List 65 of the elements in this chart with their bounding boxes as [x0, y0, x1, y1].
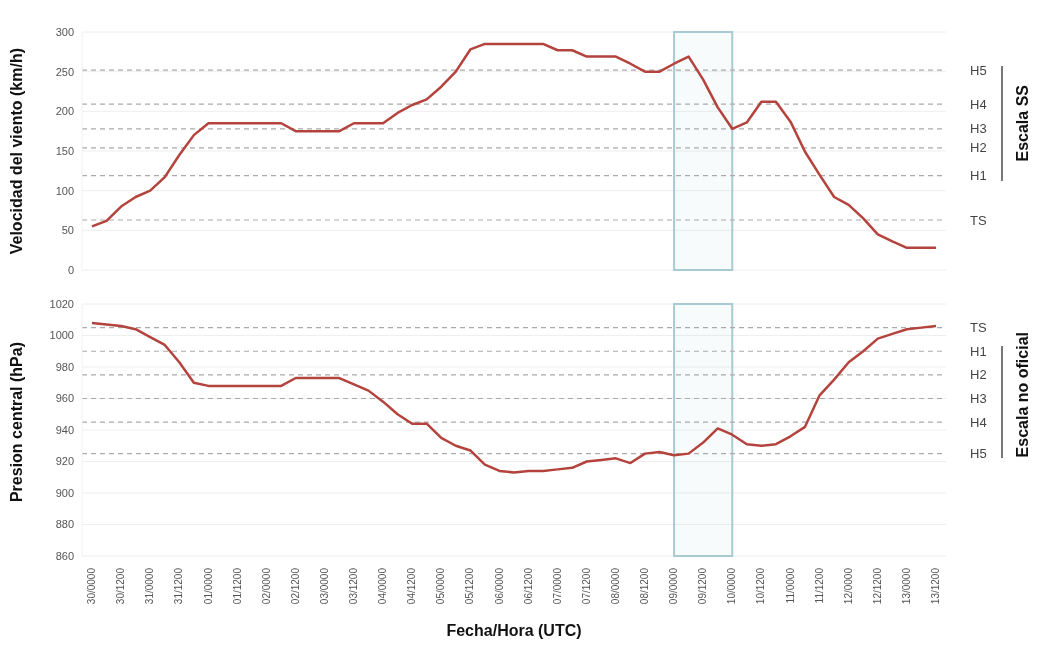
x-tick-label: 09/0000	[668, 567, 680, 605]
x-tick-label: 07/1200	[580, 567, 592, 605]
x-tick-label: 10/0000	[726, 567, 738, 605]
text: Escala SS	[1014, 84, 1032, 162]
x-tick-label: 03/1200	[348, 567, 360, 605]
x-tick-label: 13/0000	[901, 567, 912, 605]
x-tick-label: 09/1200	[697, 567, 709, 605]
y-tick-label: 250	[55, 65, 74, 78]
y-tick-label: 0	[67, 263, 74, 276]
y-tick-label: 900	[55, 486, 74, 499]
ref-line-label: H4	[970, 96, 987, 112]
line-series	[90, 42, 938, 250]
ref-line-label: TS	[970, 320, 987, 336]
ref-line-label: H3	[970, 121, 987, 137]
x-tick-label: 01/0000	[202, 567, 214, 605]
y-tick-label: 880	[55, 518, 74, 531]
ref-line-label: H1	[970, 168, 987, 184]
y-tick-label: 1020	[49, 297, 74, 310]
x-tick-label: 04/0000	[377, 567, 389, 605]
y-tick-label: 940	[55, 423, 74, 436]
ref-line-label: H2	[970, 140, 987, 156]
y-tick-label: 920	[55, 455, 74, 468]
y-tick-label: 300	[55, 25, 74, 38]
text: Escala no oficial	[1014, 331, 1032, 457]
y-tick-label: 960	[55, 392, 74, 405]
x-tick-label: 31/1200	[173, 567, 185, 605]
y-tick-label: 860	[55, 549, 74, 562]
ref-line-label: H2	[970, 367, 987, 383]
x-tick-label: 04/1200	[406, 567, 418, 605]
x-tick-label: 01/1200	[231, 567, 243, 605]
y-tick-label: 100	[55, 184, 74, 197]
x-tick-label: 05/0000	[435, 567, 447, 605]
ref-line-label: TS	[970, 212, 987, 228]
x-tick-label: 06/0000	[493, 567, 505, 605]
x-tick-label: 12/1200	[871, 567, 883, 605]
ref-line-label: H3	[970, 391, 987, 407]
x-tick-label: 08/1200	[639, 567, 651, 605]
x-tick-label: 30/0000	[86, 567, 98, 605]
x-tick-label: 05/1200	[464, 567, 476, 605]
x-tick-label: 13/1200	[930, 567, 942, 605]
x-tick-label: 08/0000	[609, 567, 621, 605]
x-tick-label: 06/1200	[522, 567, 534, 605]
ref-line-label: H5	[970, 62, 987, 78]
x-tick-label: 11/0000	[784, 567, 796, 604]
y-tick-label: 50	[61, 224, 74, 237]
y-tick-label: 200	[55, 105, 74, 118]
x-tick-label: 02/0000	[260, 567, 272, 605]
x-axis-title: Fecha/Hora (UTC)	[445, 622, 583, 640]
y-tick-label: 150	[55, 144, 74, 157]
line-series	[90, 321, 938, 474]
x-tick-label: 12/0000	[842, 567, 854, 605]
ref-line-label: H1	[970, 343, 987, 359]
x-tick-label: 31/0000	[144, 567, 156, 605]
x-tick-label: 30/1200	[115, 567, 127, 605]
y-tick-label: 980	[55, 360, 74, 373]
ref-line-label: H4	[970, 414, 987, 430]
y-axis-title: Velocidad del viento (km/h)	[8, 47, 26, 255]
x-tick-label: 11/1200	[813, 567, 825, 604]
ref-line-label: H5	[970, 446, 987, 462]
x-tick-label: 07/0000	[551, 567, 563, 605]
x-tick-label: 10/1200	[755, 567, 767, 605]
x-tick-label: 02/1200	[289, 567, 301, 605]
x-tick-label: 03/0000	[318, 567, 330, 605]
y-axis-title: Presion central (hPa)	[8, 341, 26, 503]
y-tick-label: 1000	[49, 329, 74, 342]
